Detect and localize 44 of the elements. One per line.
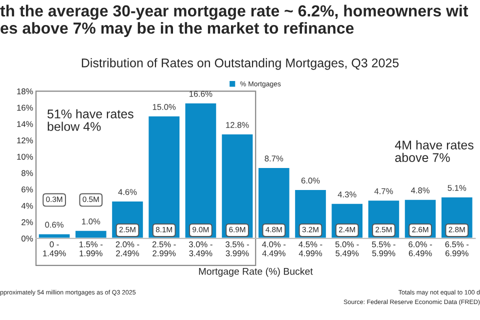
data-label: 1.0%	[82, 218, 100, 224]
bar	[147, 115, 181, 238]
y-tick-label: 12%	[17, 137, 33, 144]
bar	[74, 230, 108, 238]
bar	[184, 102, 218, 238]
x-tick-label: 5.5% - 5.99%	[372, 241, 396, 256]
y-tick-label: 14%	[17, 121, 33, 127]
x-tick-label: 4.0% - 4.49%	[262, 241, 286, 256]
y-tick-label: 0%	[22, 236, 33, 242]
data-label: 6.0%	[301, 178, 320, 184]
bar	[220, 133, 254, 238]
x-tick-label: 3.5% - 3.99%	[226, 241, 249, 256]
x-tick-label: 3.0% - 3.49%	[188, 241, 212, 256]
y-tick-label: 6%	[22, 186, 33, 192]
bar	[38, 232, 72, 238]
x-tick-label: 2.5% - 2.99%	[152, 241, 176, 256]
data-label: 12.8%	[226, 122, 249, 128]
data-label: 15.0%	[152, 104, 176, 110]
chart-subtitle: Distribution of Rates on Outstanding Mortgages, Q3 2025	[82, 58, 399, 70]
y-tick-label: 16%	[17, 104, 33, 111]
annotation: 51% have rates below 4%	[47, 109, 134, 131]
x-tick-label: 1.5% - 1.99%	[79, 241, 103, 256]
y-tick-label: 18%	[17, 88, 33, 94]
data-label: 4.8%	[410, 187, 430, 194]
data-label: 5.1%	[448, 185, 466, 191]
data-label: 4.7%	[374, 188, 393, 194]
y-tick-label: 4%	[21, 202, 33, 209]
data-label: 16.6%	[190, 90, 212, 97]
data-label: 4.6%	[118, 189, 137, 195]
x-tick-label: 6.0% - 6.49%	[408, 241, 432, 256]
y-tick-label: 8%	[22, 170, 33, 176]
data-label: 4.3%	[338, 192, 356, 198]
data-label: 0.6%	[45, 222, 64, 228]
x-tick-label: 4.5% - 4.99%	[298, 241, 322, 256]
x-tick-label: 0 - 1.49%	[43, 241, 66, 256]
x-tick-label: 2.0% - 2.49%	[116, 241, 140, 256]
y-tick-label: 10%	[17, 154, 33, 160]
data-label: 8.7%	[264, 156, 284, 162]
y-tick-label: 2%	[22, 219, 33, 226]
x-axis-title: Mortgage Rate (%) Bucket	[199, 268, 313, 277]
x-tick-label: 5.0% - 5.49%	[335, 241, 359, 256]
annotation: 4M have rates above 7%	[394, 140, 474, 162]
x-tick-label: 6.5% - 6.99%	[445, 241, 469, 256]
chart-title: th the average 30-year mortgage rate ~ 6.2%, homeowners wit es above 7% may be in the market to refinance	[0, 4, 468, 37]
